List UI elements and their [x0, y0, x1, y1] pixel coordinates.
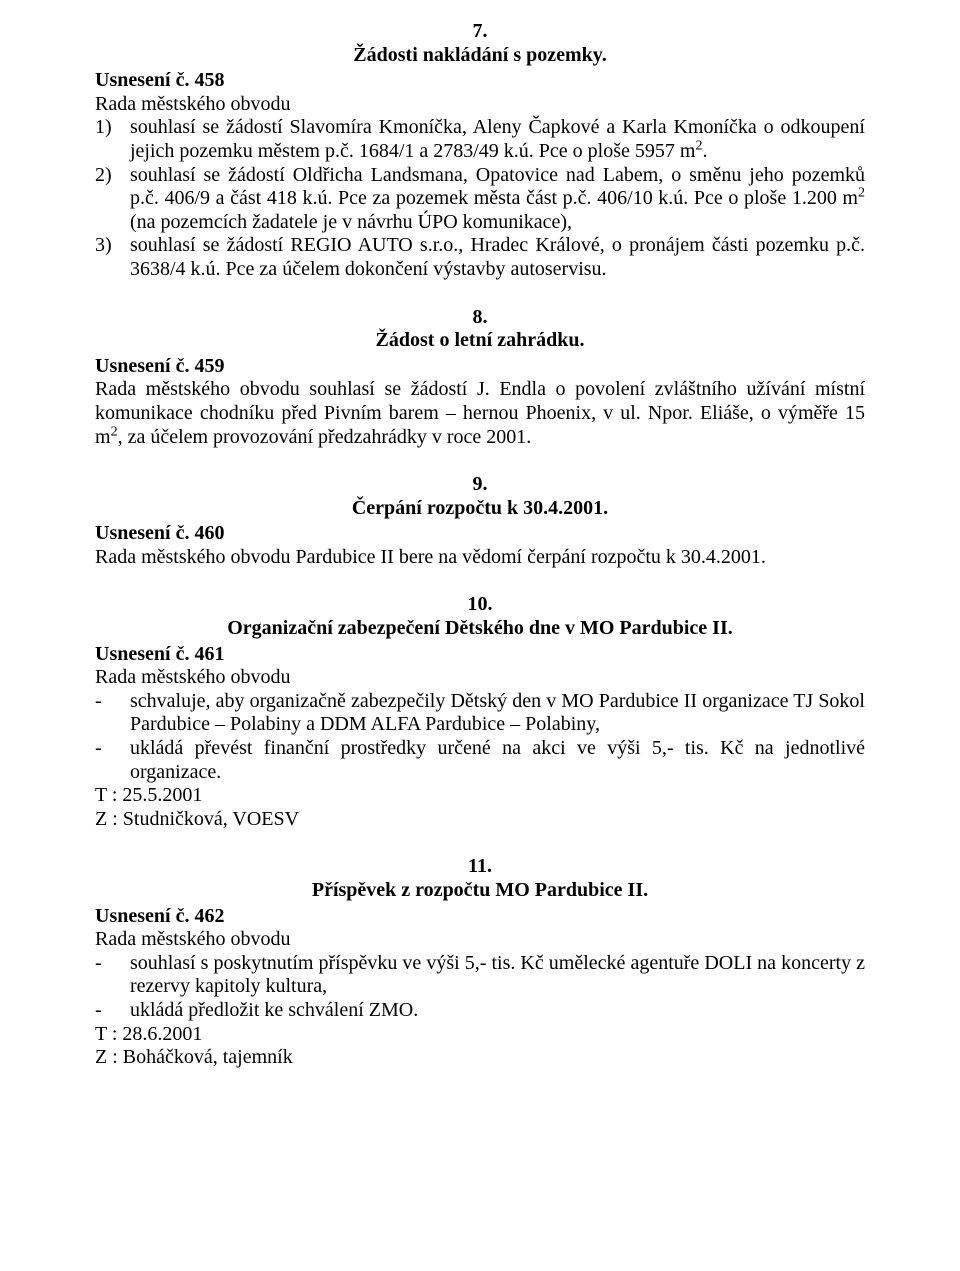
section-10-number: 10. [95, 593, 865, 617]
section-7-list: 1) souhlasí se žádostí Slavomíra Kmoníčk… [95, 116, 865, 281]
section-11-list: - souhlasí s poskytnutím příspěvku ve vý… [95, 952, 865, 1023]
section-11-title: Příspěvek z rozpočtu MO Pardubice II. [95, 879, 865, 903]
section-9: 9. Čerpání rozpočtu k 30.4.2001. Usnesen… [95, 473, 865, 569]
document-page: 7. Žádosti nakládání s pozemky. Usnesení… [0, 0, 960, 1271]
list-item: - ukládá předložit ke schválení ZMO. [95, 999, 865, 1023]
list-marker: - [95, 999, 130, 1023]
list-content: souhlasí se žádostí REGIO AUTO s.r.o., H… [130, 234, 865, 281]
section-8-title: Žádost o letní zahrádku. [95, 329, 865, 353]
section-11-number: 11. [95, 855, 865, 879]
list-item: 3) souhlasí se žádostí REGIO AUTO s.r.o.… [95, 234, 865, 281]
list-marker: 3) [95, 234, 130, 281]
section-7-title: Žádosti nakládání s pozemky. [95, 44, 865, 68]
list-content: souhlasí se žádostí Slavomíra Kmoníčka, … [130, 116, 865, 163]
section-11-t: T : 28.6.2001 [95, 1023, 865, 1047]
section-11-z: Z : Boháčková, tajemník [95, 1046, 865, 1070]
list-content: souhlasí s poskytnutím příspěvku ve výši… [130, 952, 865, 999]
section-9-title: Čerpání rozpočtu k 30.4.2001. [95, 497, 865, 521]
section-11-intro: Rada městského obvodu [95, 928, 865, 952]
section-7-intro: Rada městského obvodu [95, 93, 865, 117]
section-7-number: 7. [95, 20, 865, 44]
list-marker: - [95, 952, 130, 999]
list-content: schvaluje, aby organizačně zabezpečily D… [130, 690, 865, 737]
list-marker: 2) [95, 164, 130, 235]
section-10-title: Organizační zabezpečení Dětského dne v M… [95, 617, 865, 641]
section-11: 11. Příspěvek z rozpočtu MO Pardubice II… [95, 855, 865, 1069]
list-item: - schvaluje, aby organizačně zabezpečily… [95, 690, 865, 737]
list-item: 2) souhlasí se žádostí Oldřicha Landsman… [95, 164, 865, 235]
section-7-usneseni: Usnesení č. 458 [95, 69, 865, 93]
section-9-body: Rada městského obvodu Pardubice II bere … [95, 546, 865, 570]
section-8-body: Rada městského obvodu souhlasí se žádost… [95, 378, 865, 449]
section-9-number: 9. [95, 473, 865, 497]
section-10: 10. Organizační zabezpečení Dětského dne… [95, 593, 865, 831]
list-content: souhlasí se žádostí Oldřicha Landsmana, … [130, 164, 865, 235]
section-8-usneseni: Usnesení č. 459 [95, 355, 865, 379]
section-10-list: - schvaluje, aby organizačně zabezpečily… [95, 690, 865, 784]
section-10-z: Z : Studničková, VOESV [95, 808, 865, 832]
list-marker: - [95, 690, 130, 737]
section-10-usneseni: Usnesení č. 461 [95, 643, 865, 667]
section-7: 7. Žádosti nakládání s pozemky. Usnesení… [95, 20, 865, 282]
section-10-intro: Rada městského obvodu [95, 666, 865, 690]
list-marker: 1) [95, 116, 130, 163]
list-content: ukládá předložit ke schválení ZMO. [130, 999, 865, 1023]
section-9-usneseni: Usnesení č. 460 [95, 522, 865, 546]
section-8: 8. Žádost o letní zahrádku. Usnesení č. … [95, 306, 865, 450]
section-10-t: T : 25.5.2001 [95, 784, 865, 808]
list-item: 1) souhlasí se žádostí Slavomíra Kmoníčk… [95, 116, 865, 163]
section-8-number: 8. [95, 306, 865, 330]
section-11-usneseni: Usnesení č. 462 [95, 905, 865, 929]
list-item: - ukládá převést finanční prostředky urč… [95, 737, 865, 784]
list-content: ukládá převést finanční prostředky určen… [130, 737, 865, 784]
list-marker: - [95, 737, 130, 784]
list-item: - souhlasí s poskytnutím příspěvku ve vý… [95, 952, 865, 999]
